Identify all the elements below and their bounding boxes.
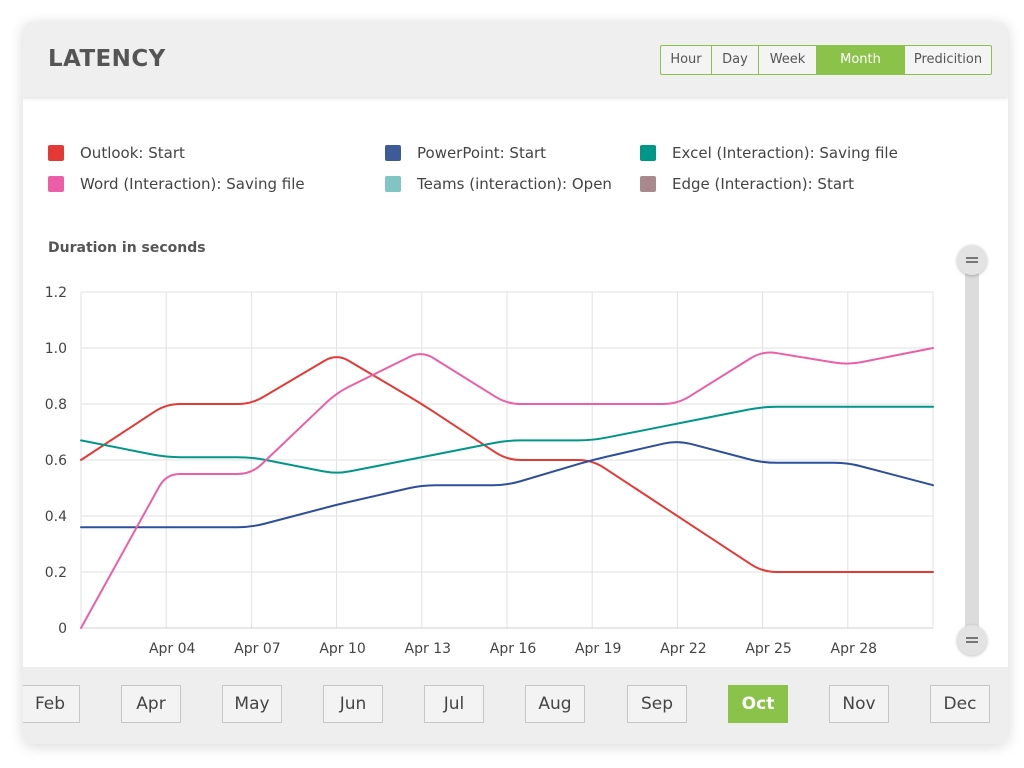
- x-tick-label: Apr 04: [149, 641, 196, 657]
- y-axis-title: Duration in seconds: [48, 240, 206, 256]
- month-button-aug[interactable]: Aug: [525, 685, 585, 723]
- tab-day[interactable]: Day: [712, 46, 759, 74]
- legend-label: Teams (interaction): Open: [417, 175, 612, 193]
- page-title: LATENCY: [48, 46, 166, 72]
- tab-prediction[interactable]: Predicition: [913, 52, 983, 67]
- month-navigation: Feb Apr May Jun Jul Aug Sep Oct Nov Dec: [23, 667, 1008, 744]
- month-button-sep[interactable]: Sep: [627, 685, 687, 723]
- series-line-1: [80, 441, 934, 529]
- y-tick-label: 0.4: [45, 509, 67, 525]
- latency-line-chart: 0 0.2 0.4 0.6 0.8 1.0 1.2 Apr 04 Apr 07 Apr 10 Apr…: [45, 285, 934, 657]
- y-tick-label: 0.2: [45, 565, 67, 581]
- legend-swatch: [385, 176, 401, 192]
- x-tick-label: Apr 13: [405, 641, 451, 657]
- grip-icon: [966, 637, 978, 643]
- legend-label: Word (Interaction): Saving file: [80, 175, 305, 193]
- y-tick-label: 0.8: [45, 397, 67, 413]
- legend-label: PowerPoint: Start: [417, 144, 547, 162]
- month-button-may[interactable]: May: [222, 685, 282, 723]
- legend-label: Excel (Interaction): Saving file: [672, 144, 898, 162]
- chart-scrollbar[interactable]: [965, 270, 979, 640]
- series-line-2: [80, 405, 934, 474]
- month-button-nov[interactable]: Nov: [829, 685, 889, 723]
- legend-swatch: [385, 145, 401, 161]
- month-button-oct[interactable]: Oct: [728, 685, 788, 723]
- legend-swatch: [48, 145, 64, 161]
- x-tick-label: Apr 25: [745, 641, 791, 657]
- y-tick-label: 1.0: [45, 341, 67, 357]
- legend-item-powerpoint[interactable]: PowerPoint: Start: [385, 143, 546, 163]
- scroll-handle-top[interactable]: [957, 245, 987, 275]
- month-button-dec[interactable]: Dec: [930, 685, 990, 723]
- time-range-tabs: Hour Day Week Month Predicition: [660, 45, 992, 75]
- y-tick-label: 0.6: [45, 453, 67, 469]
- month-button-feb[interactable]: Feb: [23, 685, 80, 723]
- month-button-apr[interactable]: Apr: [121, 685, 181, 723]
- card-header: LATENCY Hour Day Week Month Predicition: [23, 22, 1008, 97]
- x-tick-label: Apr 10: [319, 641, 365, 657]
- legend-item-outlook[interactable]: Outlook: Start: [48, 143, 185, 163]
- legend-item-word[interactable]: Word (Interaction): Saving file: [48, 174, 305, 194]
- legend-item-edge[interactable]: Edge (Interaction): Start: [640, 174, 854, 194]
- x-tick-label: Apr 28: [831, 641, 877, 657]
- month-button-jul[interactable]: Jul: [424, 685, 484, 723]
- legend-label: Edge (Interaction): Start: [672, 175, 855, 193]
- tab-week[interactable]: Week: [759, 46, 817, 74]
- latency-card: LATENCY Hour Day Week Month Predicition …: [23, 22, 1008, 744]
- scroll-handle-bottom[interactable]: [957, 625, 987, 655]
- x-tick-label: Apr 19: [575, 641, 621, 657]
- x-tick-label: Apr 16: [490, 641, 537, 657]
- legend-swatch: [640, 145, 656, 161]
- y-tick-label: 1.2: [45, 285, 67, 301]
- legend-label: Outlook: Start: [80, 144, 185, 162]
- y-tick-label: 0: [58, 621, 67, 637]
- legend-swatch: [640, 176, 656, 192]
- x-tick-label: Apr 22: [660, 641, 706, 657]
- series-line-3: [80, 347, 934, 629]
- month-button-jun[interactable]: Jun: [323, 685, 383, 723]
- series-line-0: [80, 356, 934, 573]
- legend-item-teams[interactable]: Teams (interaction): Open: [385, 174, 612, 194]
- legend-item-excel[interactable]: Excel (Interaction): Saving file: [640, 143, 898, 163]
- grip-icon: [966, 257, 978, 263]
- x-tick-label: Apr 07: [234, 641, 280, 657]
- tab-hour[interactable]: Hour: [661, 46, 712, 74]
- legend-swatch: [48, 176, 64, 192]
- tab-month[interactable]: Month: [817, 46, 905, 74]
